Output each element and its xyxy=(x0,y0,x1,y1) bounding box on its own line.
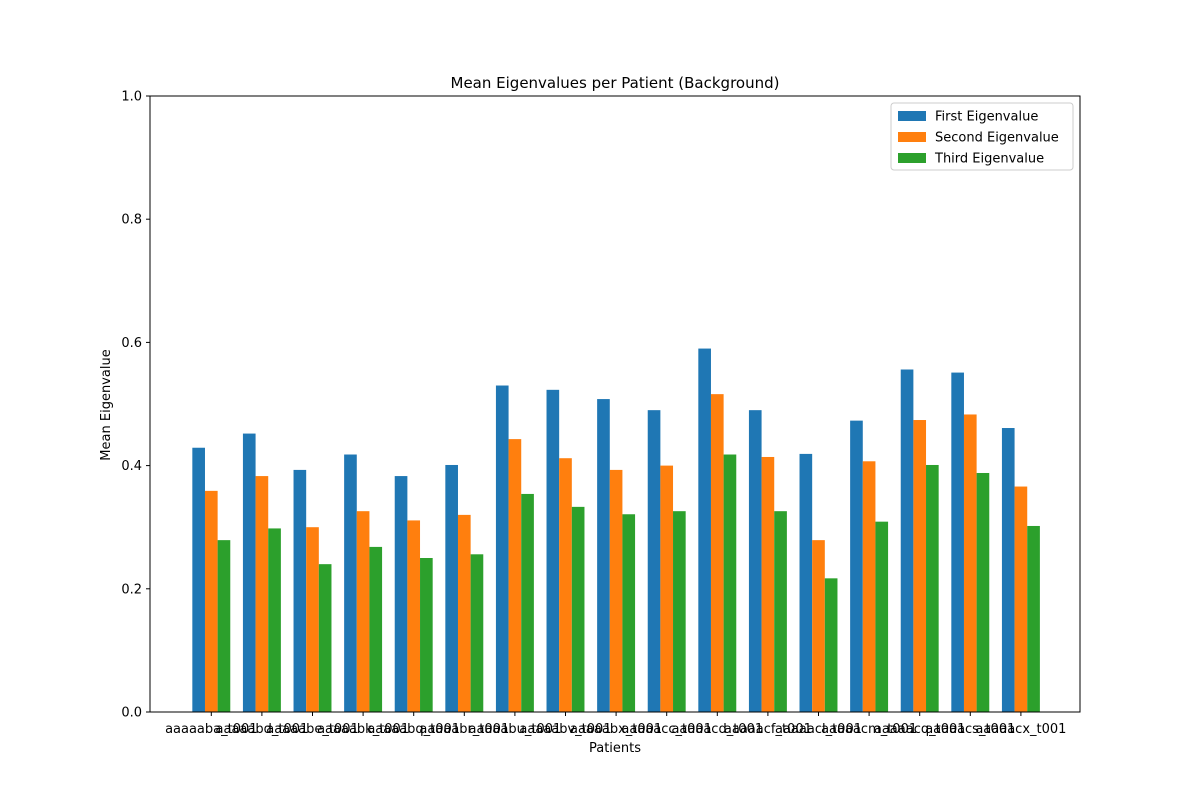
x-tick-label: aaaaacd_t001 xyxy=(671,722,763,737)
bar-second-eigenvalue-7 xyxy=(559,458,572,712)
x-tick-label: aaaaaba_t001 xyxy=(165,722,257,737)
x-tick-label: aaaaabu_t001 xyxy=(469,722,562,737)
legend-swatch xyxy=(898,153,926,163)
legend-label: Third Eigenvalue xyxy=(934,152,1044,167)
bar-third-eigenvalue-6 xyxy=(521,493,534,712)
bar-first-eigenvalue-3 xyxy=(344,454,357,712)
bar-second-eigenvalue-9 xyxy=(660,465,674,712)
bar-third-eigenvalue-3 xyxy=(369,546,383,712)
bar-second-eigenvalue-16 xyxy=(1014,486,1028,712)
bar-second-eigenvalue-10 xyxy=(710,394,724,712)
x-tick-label: aaaaabe_t001 xyxy=(266,722,359,737)
plot-frame xyxy=(149,95,1081,713)
x-tick-label: aaaaabx_t001 xyxy=(570,722,662,737)
bar-second-eigenvalue-12 xyxy=(812,540,825,712)
y-tick-label: 0.2 xyxy=(121,582,142,597)
bar-second-eigenvalue-14 xyxy=(913,420,927,712)
y-tick-label: 0.4 xyxy=(121,459,142,474)
bar-second-eigenvalue-3 xyxy=(356,511,370,712)
y-tick-label: 0.8 xyxy=(121,213,142,228)
bar-first-eigenvalue-0 xyxy=(192,447,205,712)
x-tick-label: aaaaabd_t001 xyxy=(216,722,309,737)
bar-first-eigenvalue-16 xyxy=(1001,428,1015,712)
bar-third-eigenvalue-14 xyxy=(926,464,939,712)
legend-frame xyxy=(890,102,1074,171)
x-tick-label: aaaaacx_t001 xyxy=(975,722,1066,737)
x-tick-label: aaaaacc_t001 xyxy=(621,722,712,737)
bar-third-eigenvalue-7 xyxy=(571,506,585,712)
bar-first-eigenvalue-10 xyxy=(698,348,711,712)
x-tick-label: aaaaacl_t001 xyxy=(775,722,862,737)
x-tick-label: aaaaabr_t001 xyxy=(419,722,509,737)
bar-first-eigenvalue-2 xyxy=(293,469,307,712)
x-axis-label: Patients xyxy=(589,741,641,756)
bars-layer xyxy=(192,348,1040,712)
bar-third-eigenvalue-10 xyxy=(723,454,737,712)
x-tick-label: aaaaabk_t001 xyxy=(317,722,409,737)
bar-third-eigenvalue-12 xyxy=(824,578,838,712)
bar-second-eigenvalue-5 xyxy=(457,514,471,712)
legend-label: First Eigenvalue xyxy=(935,110,1038,125)
bar-third-eigenvalue-2 xyxy=(318,564,332,712)
bar-second-eigenvalue-6 xyxy=(508,439,522,712)
bar-first-eigenvalue-7 xyxy=(546,389,560,712)
bar-second-eigenvalue-13 xyxy=(862,461,876,712)
y-axis-label: Mean Eigenvalue xyxy=(99,349,114,460)
bar-third-eigenvalue-1 xyxy=(268,528,281,712)
y-tick-label: 0.0 xyxy=(121,706,142,721)
bar-third-eigenvalue-15 xyxy=(976,472,990,712)
bar-first-eigenvalue-6 xyxy=(495,385,509,712)
bar-second-eigenvalue-1 xyxy=(255,476,269,712)
legend-label: Second Eigenvalue xyxy=(935,131,1059,146)
x-tick-label: aaaaacm_t001 xyxy=(821,722,917,737)
y-tick-label: 0.6 xyxy=(121,336,142,351)
x-tick-label: aaaaacq_t001 xyxy=(874,722,966,737)
bar-second-eigenvalue-2 xyxy=(306,527,319,712)
legend-swatch xyxy=(898,111,926,121)
axes-layer: 0.0 0.2 0.4 0.6 0.8 1.0 aaaaaba_t001aaaaabd_t0… xyxy=(121,90,1081,737)
bar-first-eigenvalue-1 xyxy=(242,433,256,712)
legend: First Eigenvalue Second Eigenvalue Third E… xyxy=(890,102,1074,171)
chart-title: Mean Eigenvalues per Patient (Background… xyxy=(451,74,780,92)
x-tick-label: aaaaacf_t001 xyxy=(724,722,812,737)
bar-first-eigenvalue-12 xyxy=(799,453,813,712)
bar-first-eigenvalue-5 xyxy=(445,464,458,712)
bar-second-eigenvalue-15 xyxy=(963,414,977,712)
bar-third-eigenvalue-5 xyxy=(470,554,484,712)
legend-swatch xyxy=(898,132,926,142)
bar-third-eigenvalue-9 xyxy=(673,511,686,712)
bar-third-eigenvalue-11 xyxy=(774,511,787,712)
x-tick-label: aaaaacs_t001 xyxy=(925,722,1015,737)
bar-first-eigenvalue-9 xyxy=(647,410,661,712)
x-tick-label: aaaaabq_t001 xyxy=(367,722,460,737)
bar-second-eigenvalue-4 xyxy=(407,520,421,712)
bar-first-eigenvalue-11 xyxy=(748,410,762,712)
bar-third-eigenvalue-13 xyxy=(875,521,889,712)
bar-second-eigenvalue-0 xyxy=(204,490,218,712)
bar-second-eigenvalue-8 xyxy=(609,469,623,712)
bar-first-eigenvalue-4 xyxy=(394,476,408,712)
bar-first-eigenvalue-13 xyxy=(850,420,863,712)
bar-third-eigenvalue-4 xyxy=(420,558,433,712)
y-tick-label: 1.0 xyxy=(121,90,142,105)
bar-first-eigenvalue-8 xyxy=(597,399,610,712)
bar-second-eigenvalue-11 xyxy=(761,456,775,712)
bar-third-eigenvalue-16 xyxy=(1027,525,1040,712)
bar-first-eigenvalue-14 xyxy=(900,369,914,712)
bar-third-eigenvalue-8 xyxy=(622,514,636,712)
x-tick-label: aaaaabv_t001 xyxy=(519,722,611,737)
bar-first-eigenvalue-15 xyxy=(951,372,964,712)
bar-third-eigenvalue-0 xyxy=(217,540,231,712)
